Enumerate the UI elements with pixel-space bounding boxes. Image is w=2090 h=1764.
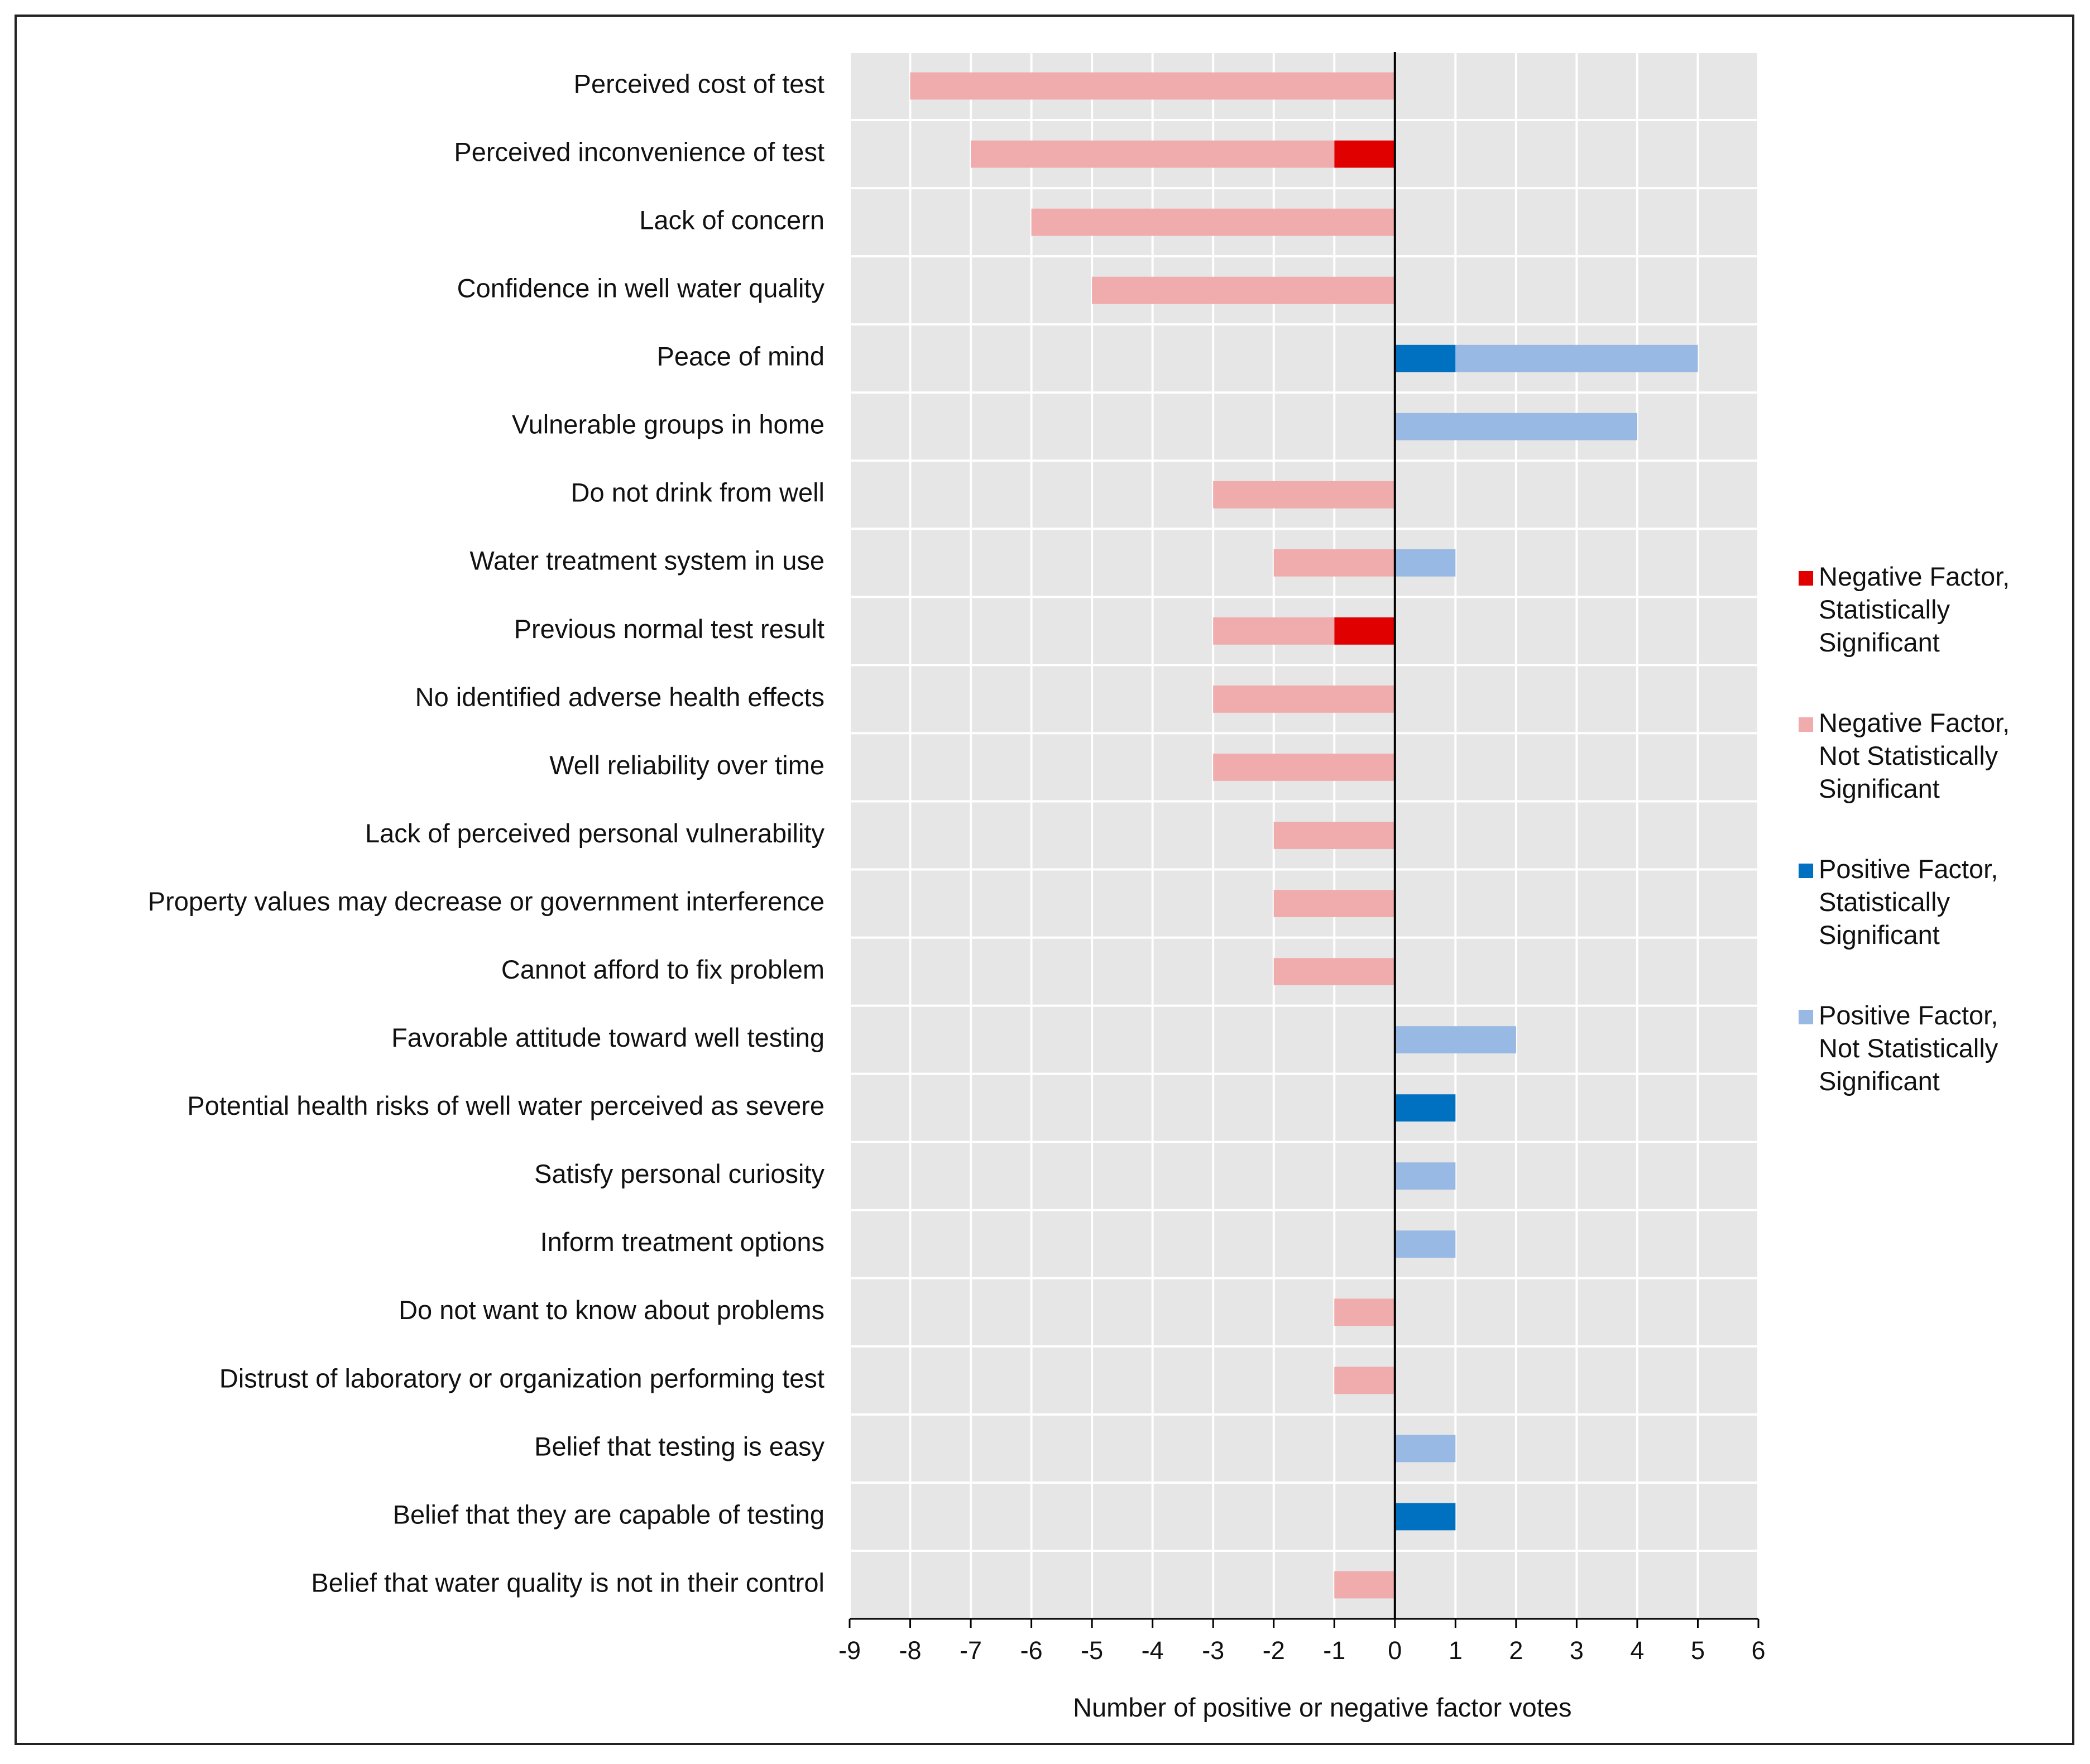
category-label: Cannot afford to fix problem [501,955,825,984]
bar-2-row-13 [1273,890,1395,917]
bar-4-row-18 [1394,1230,1456,1258]
legend-swatch [1799,571,1813,586]
x-tick-label: 6 [1751,1636,1765,1665]
category-label: No identified adverse health effects [415,682,825,712]
bar-2-row-9 [1213,617,1335,645]
category-label: Vulnerable groups in home [512,410,825,439]
bar-2-row-3 [1031,208,1395,236]
category-label: Well reliability over time [549,750,825,780]
category-label: Distrust of laboratory or organization p… [219,1363,825,1393]
x-tick-label: -8 [899,1636,922,1665]
category-label: Do not drink from well [571,478,825,507]
x-tick-label: -6 [1020,1636,1043,1665]
x-tick-label: -9 [838,1636,861,1665]
bar-2-row-1 [910,72,1395,100]
bar-4-row-15 [1394,1026,1516,1054]
x-axis-title: Number of positive or negative factor vo… [1073,1693,1571,1722]
x-tick-label: -1 [1323,1636,1345,1665]
category-label: Previous normal test result [514,614,825,644]
x-tick-label: -4 [1142,1636,1164,1665]
bar-2-row-8 [1273,549,1395,577]
category-label: Peace of mind [657,342,825,371]
bar-2-row-11 [1213,754,1395,781]
bar-4-row-5 [1455,344,1698,372]
x-tick-label: 1 [1449,1636,1463,1665]
legend-label: Positive Factor, Statistically Significant [1819,854,1998,950]
category-label: Belief that testing is easy [534,1431,825,1461]
figure-frame [15,15,2074,1745]
category-label: Confidence in well water quality [457,274,825,303]
legend-label: Negative Factor, Not Statistically Signifi… [1819,708,2010,803]
x-tick-label: 5 [1691,1636,1705,1665]
bar-2-row-20 [1334,1367,1395,1394]
x-tick-label: -7 [960,1636,982,1665]
legend-swatch [1799,1010,1813,1024]
bar-4-row-17 [1394,1162,1456,1190]
category-label: Belief that water quality is not in thei… [311,1568,825,1597]
bar-1-row-2 [1334,140,1395,168]
bar-1-row-9 [1334,617,1395,645]
legend-swatch [1799,864,1813,878]
category-label: Inform treatment options [540,1227,825,1257]
x-tick-label: -5 [1081,1636,1103,1665]
bar-4-row-6 [1394,413,1637,440]
category-label: Perceived inconvenience of test [454,137,825,166]
category-label: Satisfy personal curiosity [534,1159,825,1188]
x-tick-label: -3 [1202,1636,1224,1665]
category-label: Belief that they are capable of testing [393,1499,825,1529]
category-label: Property values may decrease or governme… [148,886,825,916]
bar-2-row-14 [1273,958,1395,985]
bar-2-row-2 [971,140,1335,168]
category-label: Do not want to know about problems [399,1295,825,1325]
bar-2-row-19 [1334,1298,1395,1326]
category-label: Lack of perceived personal vulnerability [365,818,825,848]
bar-4-row-8 [1394,549,1456,577]
category-label: Perceived cost of test [574,69,825,98]
bar-2-row-12 [1273,822,1395,849]
category-label: Favorable attitude toward well testing [391,1023,825,1052]
bar-3-row-16 [1394,1094,1456,1122]
bar-2-row-10 [1213,686,1395,713]
bar-2-row-4 [1092,276,1395,304]
legend-swatch [1799,717,1813,732]
bar-4-row-21 [1394,1435,1456,1463]
x-tick-label: 0 [1388,1636,1402,1665]
bar-2-row-7 [1213,481,1395,509]
bar-3-row-22 [1394,1503,1456,1531]
category-label: Potential health risks of well water per… [187,1091,825,1120]
x-tick-label: 3 [1570,1636,1584,1665]
bar-2-row-23 [1334,1571,1395,1599]
bar-3-row-5 [1394,344,1456,372]
category-label: Lack of concern [639,205,825,235]
legend-label: Negative Factor, Statistically Significant [1819,562,2010,657]
category-label: Water treatment system in use [469,546,825,576]
x-tick-label: 2 [1509,1636,1523,1665]
x-tick-label: -2 [1263,1636,1285,1665]
legend-label: Positive Factor, Not Statistically Signifi… [1819,1000,1998,1096]
x-tick-label: 4 [1630,1636,1644,1665]
